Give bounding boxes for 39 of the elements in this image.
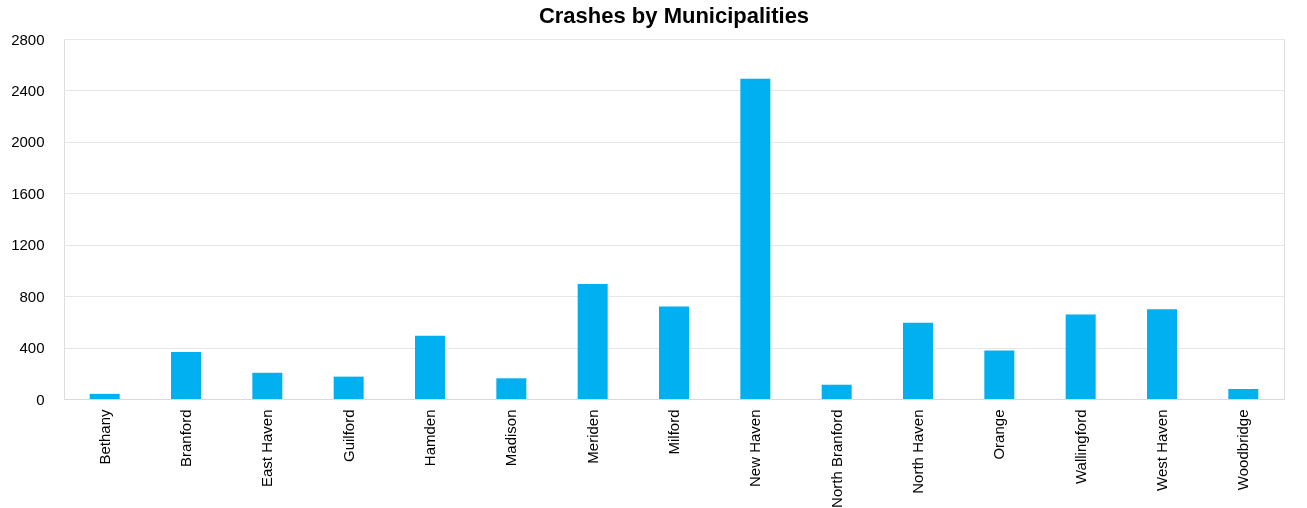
y-tick-label: 400 xyxy=(19,339,45,357)
x-tick-label: North Branford xyxy=(827,409,845,508)
x-tick-label: Woodbridge xyxy=(1234,409,1252,491)
y-tick-label: 2400 xyxy=(11,81,45,99)
bar xyxy=(740,78,771,399)
y-tick-label: 2800 xyxy=(11,30,45,48)
x-tick-label: New Haven xyxy=(746,409,764,488)
bar xyxy=(984,350,1015,399)
bar xyxy=(496,378,527,399)
x-tick-label: Branford xyxy=(177,409,194,468)
bar xyxy=(415,335,445,399)
x-tick-label: Wallingford xyxy=(1071,409,1089,484)
x-tick-label: Bethany xyxy=(95,409,113,465)
x-tick-label: Guilford xyxy=(339,409,357,463)
bar xyxy=(1065,314,1096,399)
x-tick-label: Meriden xyxy=(583,409,601,464)
bar xyxy=(1147,309,1177,399)
x-tick-label: East Haven xyxy=(258,409,276,488)
bar xyxy=(89,393,120,399)
bar xyxy=(333,376,364,399)
y-tick-label: 1600 xyxy=(11,184,45,202)
bar xyxy=(252,372,283,399)
chart-title: Crashes by Municipalities xyxy=(538,3,810,28)
bar xyxy=(171,352,201,399)
y-tick-label: 1200 xyxy=(11,236,45,254)
x-tick-label: North Haven xyxy=(909,409,926,494)
x-tick-label: Orange xyxy=(990,409,1008,460)
x-tick-label: Milford xyxy=(665,409,682,455)
y-tick-label: 2000 xyxy=(11,133,45,151)
bar xyxy=(903,322,933,399)
bar xyxy=(821,384,852,399)
x-tick-label: West Haven xyxy=(1153,409,1170,491)
y-tick-label: 800 xyxy=(19,287,45,305)
bar xyxy=(659,306,689,399)
x-tick-label: Hamden xyxy=(421,409,438,467)
bar xyxy=(1228,388,1259,399)
bar xyxy=(577,283,608,399)
x-tick-label: Madison xyxy=(502,409,520,467)
y-tick-label: 0 xyxy=(36,390,45,408)
